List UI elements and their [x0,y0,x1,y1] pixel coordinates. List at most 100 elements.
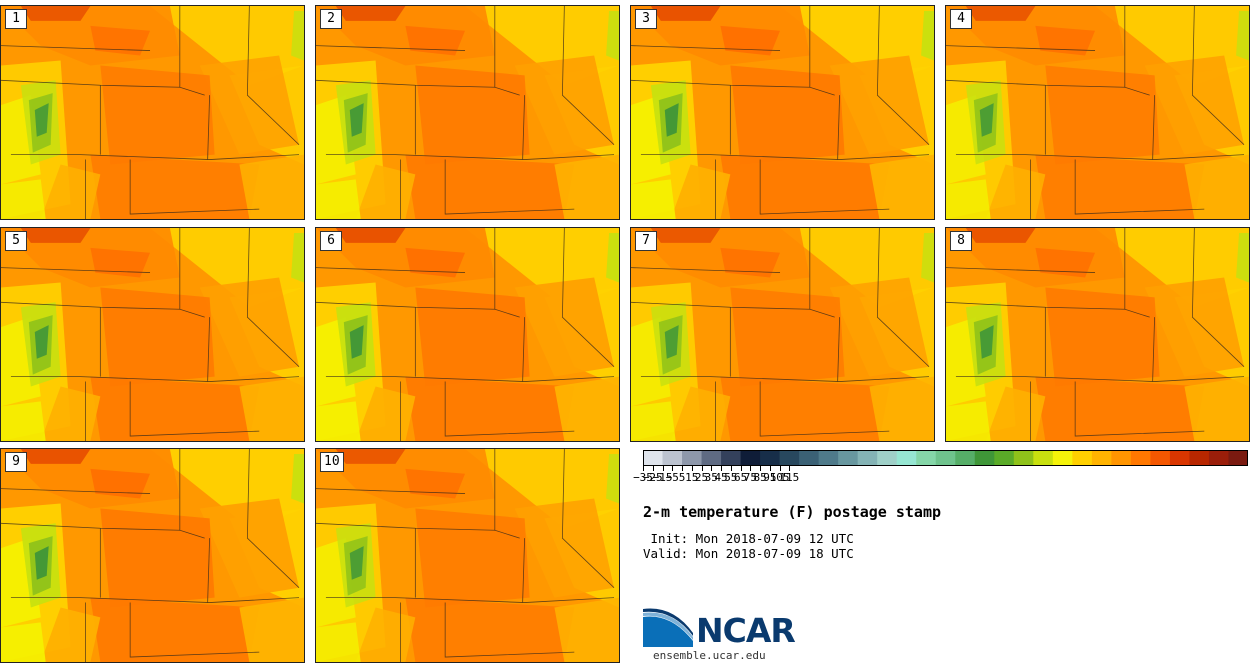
colorbar-swatch [740,450,761,466]
colorbar-swatch [1013,450,1034,466]
colorbar-tick [740,466,742,471]
colorbar-swatch [760,450,781,466]
colorbar-swatch [1111,450,1132,466]
colorbar-tick [789,466,791,471]
logo-text: NCAR [696,611,796,650]
colorbar-swatch [721,450,742,466]
colorbar-swatch [1052,450,1073,466]
map-panel-8: 8 [945,227,1250,442]
temperature-field [1,228,304,441]
colorbar-tick [691,466,693,471]
colorbar-tick [769,466,771,471]
colorbar-ticks: −35 −25 −15 −5 5 15 25 35 45 55 65 75 85 95 105 115 [633,466,1248,488]
colorbar-tick [779,466,781,471]
colorbar-tick-label: 55 [724,471,738,484]
colorbar-swatch [818,450,839,466]
temperature-field [316,228,619,441]
colorbar-tick-label: 45 [714,471,728,484]
temperature-colorbar [643,450,1248,466]
temperature-field [631,6,934,219]
colorbar-tick-label: 95 [763,471,777,484]
colorbar-swatch [857,450,878,466]
map-panel-5: 5 [0,227,305,442]
colorbar-swatch [1169,450,1190,466]
colorbar-swatch [916,450,937,466]
temperature-field [316,449,619,662]
panel-number: 4 [950,9,972,29]
colorbar-swatch [682,450,703,466]
colorbar-swatch [643,450,664,466]
colorbar-tick-label: 5 [678,471,686,484]
colorbar-tick [711,466,713,471]
colorbar-swatch [1091,450,1112,466]
panel-number: 10 [320,452,344,472]
colorbar-tick [721,466,723,471]
temperature-field [1,449,304,662]
colorbar-tick [672,466,674,471]
map-panel-9: 9 [0,448,305,663]
init-time: Init: Mon 2018-07-09 12 UTC [643,531,854,546]
colorbar-tick [750,466,752,471]
colorbar-swatch [877,450,898,466]
panel-number: 2 [320,9,342,29]
valid-time: Valid: Mon 2018-07-09 18 UTC [643,546,854,561]
colorbar-swatch [935,450,956,466]
colorbar-tick-label: 25 [694,471,709,484]
colorbar-swatch [955,450,976,466]
map-panel-1: 1 [0,5,305,220]
temperature-field [316,6,619,219]
colorbar-tick [643,466,644,471]
temperature-field [946,228,1249,441]
panel-number: 6 [320,231,342,251]
colorbar-swatch [974,450,995,466]
colorbar-swatch [779,450,800,466]
colorbar-swatch [896,450,917,466]
colorbar-tick-label: 115 [779,471,800,484]
temperature-field [1,6,304,219]
panel-number: 8 [950,231,972,251]
colorbar-tick [662,466,664,471]
plot-title: 2-m temperature (F) postage stamp [643,503,942,521]
map-panel-2: 2 [315,5,620,220]
colorbar-tick [652,466,654,471]
colorbar-tick [730,466,732,471]
colorbar-tick-label: 35 [704,471,718,484]
colorbar-tick-label: 15 [685,471,699,484]
colorbar-swatch [1208,450,1229,466]
colorbar-tick-label: −5 [665,471,679,484]
colorbar-swatch [1130,450,1151,466]
colorbar-tick [760,466,762,471]
colorbar-swatch [799,450,820,466]
colorbar-tick-label: 75 [743,471,757,484]
colorbar-swatch [1228,450,1248,466]
map-panel-7: 7 [630,227,935,442]
panel-number: 9 [5,452,27,472]
panel-number: 1 [5,9,27,29]
temperature-field [631,228,934,441]
map-panel-4: 4 [945,5,1250,220]
colorbar-swatch [1189,450,1210,466]
ncar-swoosh-icon [643,608,693,647]
ncar-logo: NCAR [643,605,796,650]
colorbar-tick [701,466,703,471]
panel-number: 7 [635,231,657,251]
colorbar-swatch [994,450,1015,466]
colorbar-tick-label: −35 [633,471,653,484]
map-panel-10: 10 [315,448,620,663]
colorbar-swatch [1033,450,1054,466]
colorbar-tick-label: 105 [769,471,790,484]
colorbar-tick-label: 85 [753,471,767,484]
panel-number: 5 [5,231,27,251]
colorbar-tick [682,466,684,471]
colorbar-swatch [701,450,722,466]
map-panel-6: 6 [315,227,620,442]
colorbar-swatch [1150,450,1171,466]
colorbar-swatch [662,450,683,466]
colorbar-swatch [838,450,859,466]
colorbar-tick-label: −15 [652,471,673,484]
colorbar-tick-label: −25 [642,471,663,484]
colorbar-swatch [1072,450,1093,466]
panel-number: 3 [635,9,657,29]
logo-url: ensemble.ucar.edu [653,649,766,662]
temperature-field [946,6,1249,219]
